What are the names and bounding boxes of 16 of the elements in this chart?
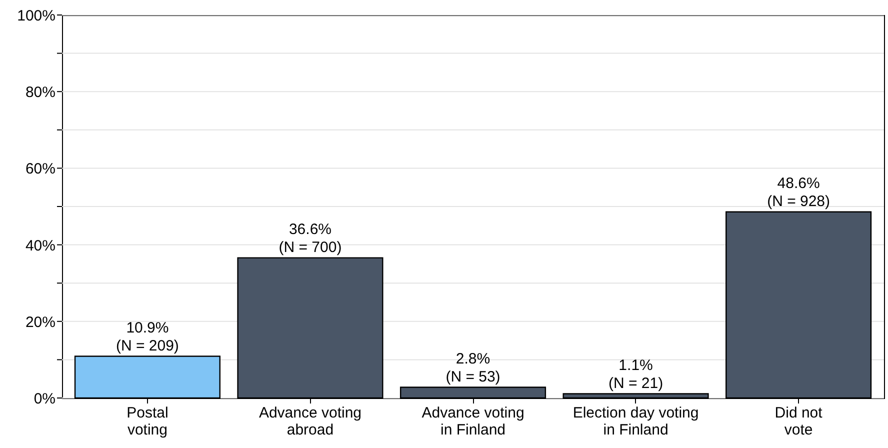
text: 48.6% (N = 928) (767, 174, 830, 210)
x-tick-label: Postal voting (126, 404, 168, 438)
y-tick-label: 20% (25, 314, 56, 331)
x-tick-label: Advance voting abroad (258, 404, 362, 438)
y-tick-label: 100% (17, 8, 56, 24)
text: 2.8% (N = 53) (446, 350, 500, 386)
y-tick-label: 60% (25, 160, 56, 178)
x-tick-label: Advance voting in Finland (422, 404, 524, 438)
text: 36.6% (N = 700) (278, 220, 342, 256)
text: 10.9% (N = 209) (116, 319, 179, 354)
x-tick-label: Election day voting in Finland (572, 404, 699, 438)
text: 1.1% (N = 21) (608, 356, 664, 392)
y-tick-label: 40% (25, 237, 56, 254)
x-tick-label: Did not vote (774, 404, 824, 438)
y-tick-label: 80% (25, 84, 56, 102)
y-tick-label: 0% (34, 390, 56, 408)
